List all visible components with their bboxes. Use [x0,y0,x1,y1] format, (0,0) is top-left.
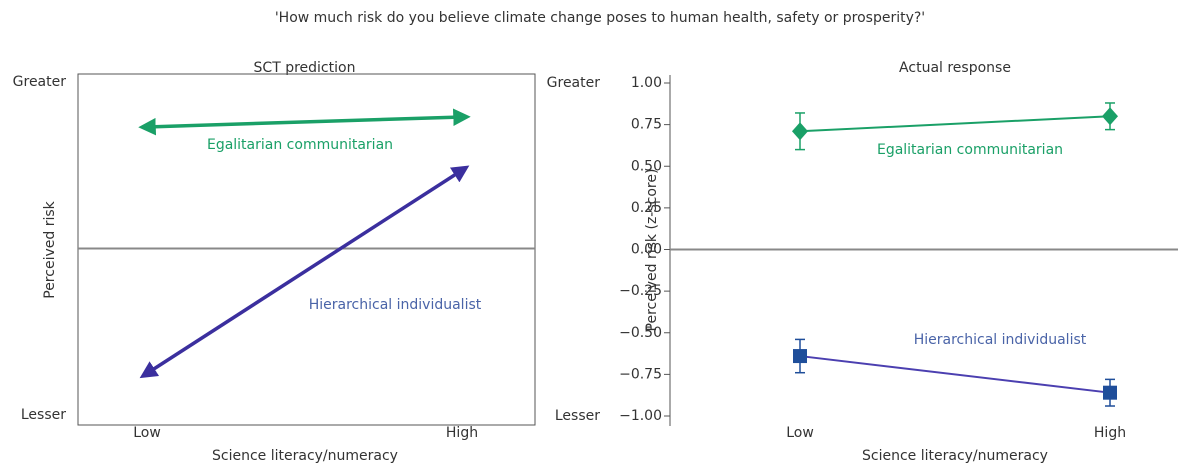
x-axis-label: Science literacy/numeracy [862,448,1048,464]
series-label: Egalitarian communitarian [207,137,393,153]
x-axis-label: Science literacy/numeracy [212,448,398,464]
arrow-line [139,165,470,379]
figure-title: 'How much risk do you believe climate ch… [275,10,925,26]
y-tick-label: 0.00 [631,242,662,258]
x-tick-label: High [1094,425,1126,441]
panel-title: SCT prediction [254,60,356,76]
panel-title: Actual response [899,60,1011,76]
y-tick-label: 1.00 [631,75,662,91]
marker [793,349,807,364]
y-tick-label: 0.25 [631,200,662,216]
y-axis-label: Perceived risk (z-score) [644,169,660,332]
series-line [799,115,1111,133]
marker [1102,107,1118,126]
arrow-line [138,108,471,136]
y-tick-label: −1.00 [619,408,662,424]
axis-end-label: Greater [547,75,601,91]
axis-end-label: Lesser [555,408,600,424]
marker [1103,385,1117,400]
x-tick-label: High [446,425,478,441]
series-label: Hierarchical individualist [309,297,482,313]
y-tick-label: 0.50 [631,158,662,174]
y-tick-label: Greater [13,74,67,90]
y-tick-label: −0.25 [619,283,662,299]
series-line [799,355,1111,394]
marker [792,122,808,141]
y-tick-label: −0.75 [619,366,662,382]
y-tick-label: −0.50 [619,325,662,341]
series-label: Egalitarian communitarian [877,142,1063,158]
x-tick-label: Low [133,425,161,441]
series-label: Hierarchical individualist [914,332,1087,348]
x-tick-label: Low [786,425,814,441]
y-axis-label: Perceived risk [42,200,58,298]
y-tick-label: Lesser [21,407,66,423]
y-tick-label: 0.75 [631,117,662,133]
